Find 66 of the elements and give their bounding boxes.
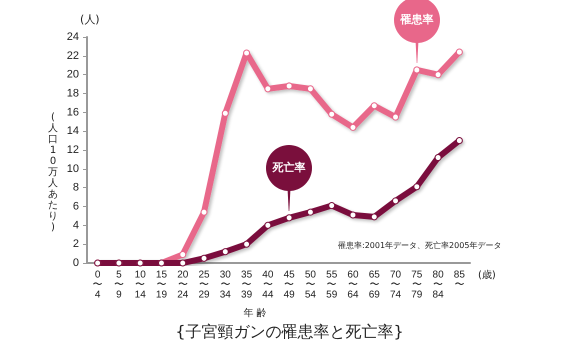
text: {子宮頸ガンの罹患率と死亡率} (174, 322, 405, 343)
point (328, 202, 336, 210)
point (349, 211, 356, 218)
y-tick-label: 4 (72, 219, 79, 232)
x-tick-label: 40 〜 44 (262, 270, 274, 300)
point (413, 183, 420, 190)
y-tick-label: 2 (72, 238, 79, 250)
x-tick-label: 0 〜 4 (92, 270, 103, 300)
point (200, 254, 208, 262)
y-tick-label: 24 (66, 31, 79, 43)
point (264, 85, 272, 92)
point (264, 222, 272, 229)
point (306, 208, 314, 216)
x-tick-label: 15 〜 19 (156, 270, 168, 300)
point (286, 214, 293, 222)
x-tick-label: 80 〜 84 (432, 270, 444, 300)
text: (人口10万人あたり) (48, 112, 58, 233)
point (370, 102, 378, 110)
x-tick-label: 30 〜 34 (220, 270, 232, 300)
x-tick-label: 35 〜 39 (241, 270, 253, 300)
point (179, 260, 186, 266)
point (243, 240, 250, 248)
x-tick-label: 75 〜 79 (411, 270, 423, 300)
point (286, 82, 293, 90)
point (306, 85, 314, 92)
y-tick-label: 22 (66, 50, 79, 62)
point (456, 137, 463, 144)
x-tick-label: 25 〜 29 (198, 270, 210, 300)
point (392, 197, 400, 204)
text: (歳) (478, 268, 496, 282)
x-tick-label: 5 〜 9 (114, 270, 124, 300)
x-tick-label: 85 〜 (454, 270, 466, 290)
x-tick-label: 65 〜 69 (368, 270, 380, 300)
x-tick-label: 55 〜 59 (326, 270, 338, 300)
y-tick-label: 8 (72, 182, 79, 194)
y-tick-label: 18 (66, 88, 79, 100)
point (222, 248, 229, 256)
point (434, 71, 442, 78)
x-tick-label: 60 〜 64 (347, 270, 359, 300)
text: (人) (80, 12, 100, 27)
x-tick-label: 10 〜 14 (134, 270, 146, 300)
point (370, 213, 378, 220)
text: 罹患率 (399, 12, 434, 26)
point (413, 66, 420, 74)
y-tick-label: 10 (66, 162, 79, 175)
x-tick-label: 70 〜 74 (390, 270, 402, 300)
y-tick-label: 16 (66, 106, 79, 118)
text: 死亡率 (272, 160, 306, 174)
point (200, 208, 208, 216)
point (328, 110, 336, 118)
y-tick-label: 0 (72, 257, 79, 269)
point (349, 124, 356, 131)
point (456, 48, 463, 56)
point (222, 110, 229, 117)
x-tick-label: 20 〜 24 (177, 270, 189, 300)
y-tick-label: 20 (66, 68, 79, 81)
x-tick-label: 50 〜 54 (304, 270, 316, 300)
annotation: 罹患率:2001年データ、死亡率2005年データ (338, 240, 502, 251)
point (179, 251, 186, 258)
y-tick-label: 6 (72, 200, 79, 212)
x-axis-title: 年 齢 (243, 306, 267, 320)
y-tick-label: 12 (66, 144, 79, 156)
point (434, 154, 442, 162)
y-tick-label: 14 (66, 125, 79, 138)
point (392, 114, 400, 121)
x-tick-label: 45 〜 49 (284, 270, 296, 300)
